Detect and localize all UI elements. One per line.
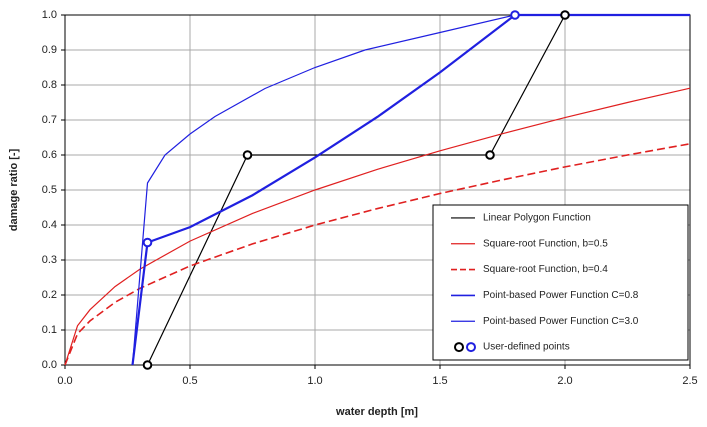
y-tick-label: 0.2: [42, 289, 57, 301]
legend-marker: [454, 342, 464, 353]
x-tick-label: 2.5: [682, 375, 697, 387]
y-tick-label: 0.6: [42, 149, 57, 161]
legend-label: Square-root Function, b=0.4: [483, 264, 608, 275]
x-tick-label: 0.5: [182, 375, 197, 387]
y-tick-label: 1.0: [42, 9, 57, 21]
x-tick-label: 1.5: [432, 375, 447, 387]
user-point: [142, 237, 153, 248]
y-tick-label: 0.0: [42, 359, 57, 371]
legend-marker: [466, 342, 476, 353]
y-tick-label: 0.7: [42, 114, 57, 126]
legend-label: User-defined points: [483, 342, 570, 353]
legend-label: Square-root Function, b=0.5: [483, 238, 608, 249]
plot-frame: [64, 14, 691, 366]
y-tick-label: 0.9: [42, 44, 57, 56]
user-point: [485, 150, 495, 160]
user-point: [560, 10, 570, 20]
x-tick-label: 0.0: [57, 375, 72, 387]
series-line: [131, 14, 690, 366]
y-axis-label: damage ratio [-]: [8, 148, 20, 231]
y-tick-label: 0.5: [42, 184, 57, 196]
legend-label: Linear Polygon Function: [483, 213, 591, 224]
user-point: [142, 360, 153, 370]
series-line: [131, 13, 690, 366]
y-tick-label: 0.4: [42, 219, 57, 231]
x-tick-label: 2.0: [557, 375, 572, 387]
user-point: [510, 10, 520, 20]
legend-label: Point-based Power Function C=0.8: [483, 290, 639, 301]
x-tick-label: 1.0: [307, 375, 322, 387]
legend-label: Point-based Power Function C=3.0: [483, 316, 639, 327]
legend-box: [432, 204, 689, 361]
x-axis-label: water depth [m]: [335, 406, 418, 418]
series-line: [64, 143, 691, 366]
series-line: [64, 87, 691, 366]
y-tick-label: 0.3: [42, 254, 57, 266]
y-tick-label: 0.1: [42, 324, 57, 336]
y-tick-label: 0.8: [42, 79, 57, 91]
user-point: [242, 150, 253, 160]
